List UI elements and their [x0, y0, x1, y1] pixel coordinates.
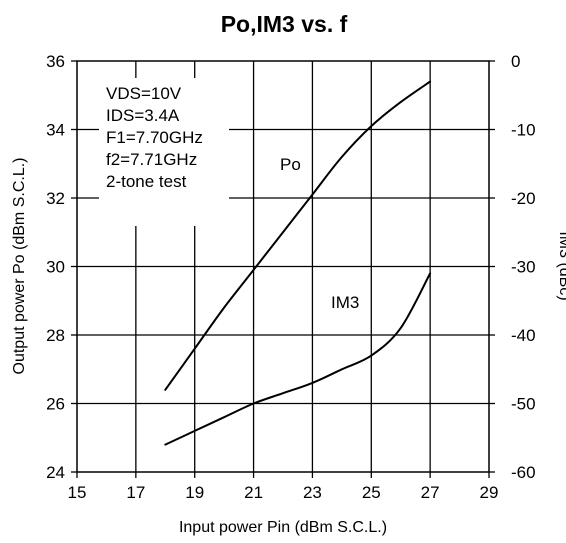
y-tick-label: 30 [46, 258, 65, 277]
y2-axis-ticks: -60 -50 -40 -30 -20 -10 0 [489, 52, 536, 482]
y2-axis-label: IM3 (dBc) [556, 231, 566, 300]
y-tick-label: 26 [46, 395, 65, 414]
y2-tick-label: -20 [511, 189, 536, 208]
y-tick-label: 34 [46, 121, 65, 140]
x-tick-label: 21 [244, 483, 263, 502]
x-tick-label: 23 [303, 483, 322, 502]
y2-tick-label: -30 [511, 258, 536, 277]
test-condition-line: IDS=3.4A [106, 106, 180, 125]
x-tick-label: 15 [68, 483, 87, 502]
test-condition-line: 2-tone test [106, 172, 187, 191]
y2-tick-label: -10 [511, 121, 536, 140]
y-axis-label: Output power Po (dBm S.C.L.) [11, 158, 28, 375]
test-condition-line: f2=7.71GHz [106, 150, 197, 169]
test-condition-line: VDS=10V [106, 84, 182, 103]
test-conditions-text: VDS=10V IDS=3.4A F1=7.70GHz f2=7.71GHz 2-ton… [106, 84, 203, 191]
x-tick-label: 29 [480, 483, 499, 502]
x-axis-ticks: 15 17 19 21 23 25 27 29 [68, 472, 499, 502]
x-axis-label: Input power Pin (dBm S.C.L.) [179, 519, 387, 536]
series-line-po [164, 80, 432, 391]
x-tick-label: 25 [362, 483, 381, 502]
y2-tick-label: -60 [511, 463, 536, 482]
chart-title: Po,IM3 vs. f [221, 11, 348, 37]
series-line-im3 [164, 272, 432, 446]
test-condition-line: F1=7.70GHz [106, 128, 203, 147]
y-axis-ticks: 24 26 28 30 32 34 36 [46, 52, 77, 482]
series-label-po: Po [280, 155, 301, 174]
series [164, 80, 432, 446]
x-tick-label: 27 [421, 483, 440, 502]
y-tick-label: 32 [46, 189, 65, 208]
x-tick-label: 19 [185, 483, 204, 502]
y2-tick-label: -50 [511, 395, 536, 414]
test-conditions-box: VDS=10V IDS=3.4A F1=7.70GHz f2=7.71GHz 2-ton… [99, 78, 229, 226]
y2-tick-label: 0 [511, 52, 520, 71]
y-tick-label: 24 [46, 463, 65, 482]
y-tick-label: 28 [46, 326, 65, 345]
x-tick-label: 17 [126, 483, 145, 502]
y-tick-label: 36 [46, 52, 65, 71]
test-conditions-background [99, 78, 229, 226]
series-label-im3: IM3 [331, 293, 359, 312]
y2-tick-label: -40 [511, 326, 536, 345]
